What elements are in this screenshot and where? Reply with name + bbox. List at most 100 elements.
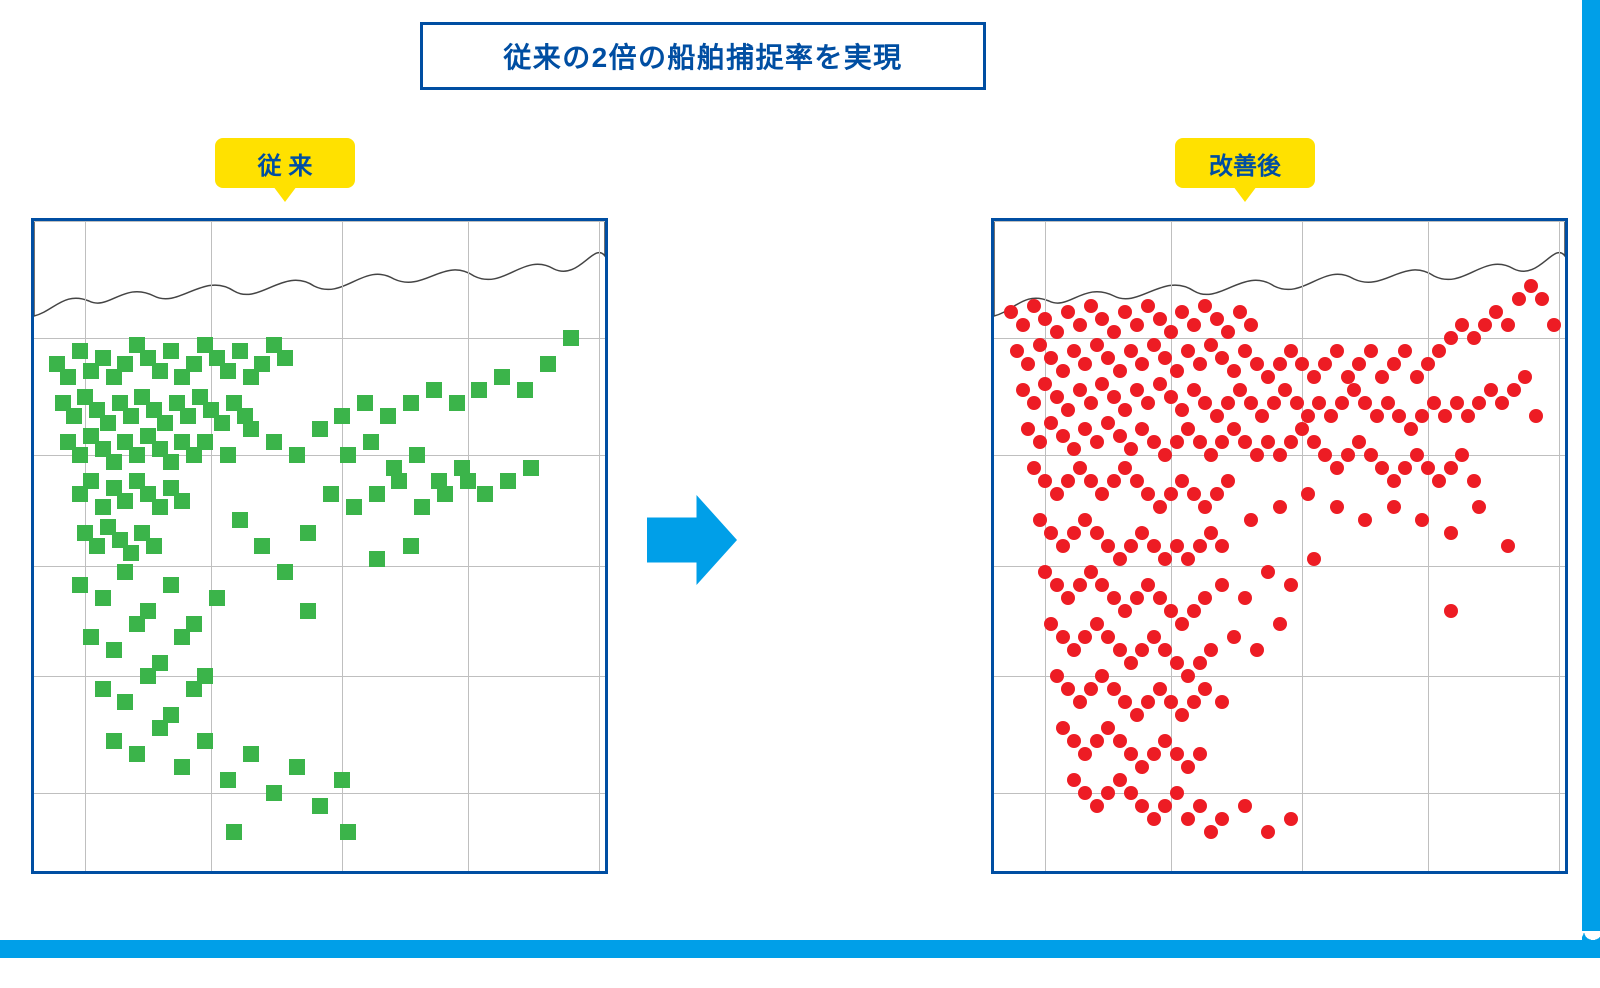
- data-point: [1118, 305, 1132, 319]
- gridline: [994, 566, 1565, 567]
- data-point: [1078, 630, 1092, 644]
- data-point: [312, 421, 328, 437]
- data-point: [1221, 474, 1235, 488]
- data-point: [1141, 396, 1155, 410]
- data-point: [1233, 305, 1247, 319]
- data-point: [1495, 396, 1509, 410]
- data-point: [1067, 344, 1081, 358]
- data-point: [1067, 734, 1081, 748]
- data-point: [1484, 383, 1498, 397]
- data-point: [1318, 448, 1332, 462]
- data-point: [1198, 682, 1212, 696]
- data-point: [1193, 656, 1207, 670]
- data-point: [1078, 513, 1092, 527]
- data-point: [1438, 409, 1452, 423]
- data-point: [323, 486, 339, 502]
- data-point: [1341, 370, 1355, 384]
- data-point: [254, 356, 270, 372]
- data-point: [117, 493, 133, 509]
- data-point: [1147, 539, 1161, 553]
- data-point: [180, 408, 196, 424]
- data-point: [1198, 396, 1212, 410]
- data-point: [83, 473, 99, 489]
- data-point: [1215, 812, 1229, 826]
- data-point: [1113, 773, 1127, 787]
- data-point: [1404, 422, 1418, 436]
- data-point: [500, 473, 516, 489]
- data-point: [1193, 539, 1207, 553]
- data-point: [1078, 747, 1092, 761]
- data-point: [1261, 435, 1275, 449]
- data-point: [1147, 435, 1161, 449]
- data-point: [1130, 591, 1144, 605]
- data-point: [1444, 331, 1458, 345]
- data-point: [563, 330, 579, 346]
- data-point: [1004, 305, 1018, 319]
- gridline: [211, 221, 212, 871]
- data-point: [277, 564, 293, 580]
- data-point: [1113, 364, 1127, 378]
- data-point: [334, 772, 350, 788]
- data-point: [1038, 474, 1052, 488]
- data-point: [1198, 299, 1212, 313]
- data-point: [1130, 708, 1144, 722]
- data-point: [1067, 442, 1081, 456]
- data-point: [1073, 461, 1087, 475]
- data-point: [1141, 487, 1155, 501]
- data-point: [1467, 474, 1481, 488]
- data-point: [1181, 552, 1195, 566]
- data-point: [197, 733, 213, 749]
- data-point: [1472, 500, 1486, 514]
- data-point: [1095, 487, 1109, 501]
- data-point: [1073, 578, 1087, 592]
- data-point: [1090, 526, 1104, 540]
- data-point: [1507, 383, 1521, 397]
- data-point: [243, 746, 259, 762]
- data-point: [1095, 578, 1109, 592]
- data-point: [1278, 383, 1292, 397]
- data-point: [1078, 357, 1092, 371]
- data-point: [129, 447, 145, 463]
- data-point: [1255, 409, 1269, 423]
- data-point: [523, 460, 539, 476]
- data-point: [1221, 325, 1235, 339]
- data-point: [1147, 630, 1161, 644]
- data-point: [426, 382, 442, 398]
- data-point: [1158, 643, 1172, 657]
- data-point: [1415, 513, 1429, 527]
- data-point: [1455, 318, 1469, 332]
- data-point: [1158, 734, 1172, 748]
- data-point: [1158, 552, 1172, 566]
- map-before: [31, 218, 608, 874]
- data-point: [1090, 734, 1104, 748]
- data-point: [369, 486, 385, 502]
- data-point: [1273, 500, 1287, 514]
- data-point: [437, 486, 453, 502]
- data-point: [403, 538, 419, 554]
- data-point: [1198, 591, 1212, 605]
- data-point: [174, 759, 190, 775]
- data-point: [1375, 370, 1389, 384]
- data-point: [1164, 390, 1178, 404]
- data-point: [1238, 591, 1252, 605]
- data-point: [123, 408, 139, 424]
- data-point: [1210, 312, 1224, 326]
- data-point: [1135, 799, 1149, 813]
- data-point: [106, 642, 122, 658]
- data-point: [1301, 487, 1315, 501]
- data-point: [1250, 357, 1264, 371]
- data-point: [1432, 344, 1446, 358]
- data-point: [1261, 370, 1275, 384]
- data-point: [1392, 409, 1406, 423]
- data-point: [1381, 396, 1395, 410]
- gridline: [599, 221, 600, 871]
- data-point: [1078, 786, 1092, 800]
- data-point: [1084, 565, 1098, 579]
- data-point: [1078, 422, 1092, 436]
- data-point: [1307, 552, 1321, 566]
- data-point: [1130, 318, 1144, 332]
- data-point: [1016, 383, 1030, 397]
- data-point: [1107, 390, 1121, 404]
- data-point: [1187, 487, 1201, 501]
- label-before: 従 来: [215, 138, 355, 188]
